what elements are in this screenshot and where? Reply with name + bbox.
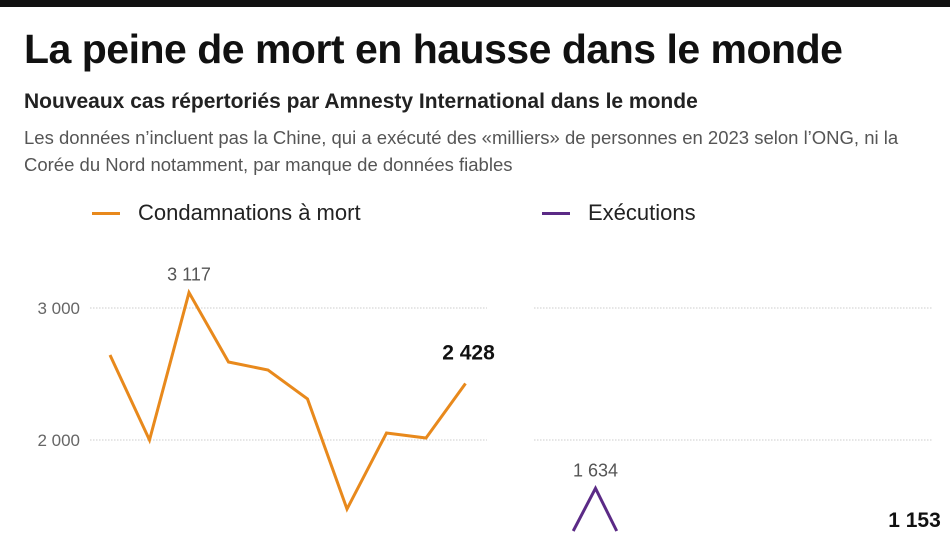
data-label: 3 117 bbox=[167, 265, 211, 285]
data-label: 1 634 bbox=[573, 460, 618, 480]
chart-note: Les données n’incluent pas la Chine, qui… bbox=[24, 127, 899, 175]
series-line bbox=[571, 485, 619, 532]
legend-executions: Exécutions bbox=[542, 200, 696, 226]
y-tick-label: 3 000 bbox=[37, 299, 80, 318]
legend-condamnations: Condamnations à mort bbox=[92, 200, 361, 226]
top-bar bbox=[0, 0, 950, 7]
chart-subtitle: Nouveaux cas répertoriés par Amnesty Int… bbox=[24, 90, 698, 113]
legend-swatch-purple bbox=[542, 211, 570, 215]
legend-label: Condamnations à mort bbox=[138, 200, 361, 225]
chart-title: La peine de mort en hausse dans le monde bbox=[24, 26, 843, 72]
data-label: 1 153 bbox=[888, 509, 941, 532]
data-label: 2 428 bbox=[442, 342, 495, 365]
legend-label: Exécutions bbox=[588, 200, 696, 225]
series-line bbox=[108, 288, 467, 513]
y-tick-label: 2 000 bbox=[37, 431, 80, 450]
legend-swatch-orange bbox=[92, 211, 120, 215]
